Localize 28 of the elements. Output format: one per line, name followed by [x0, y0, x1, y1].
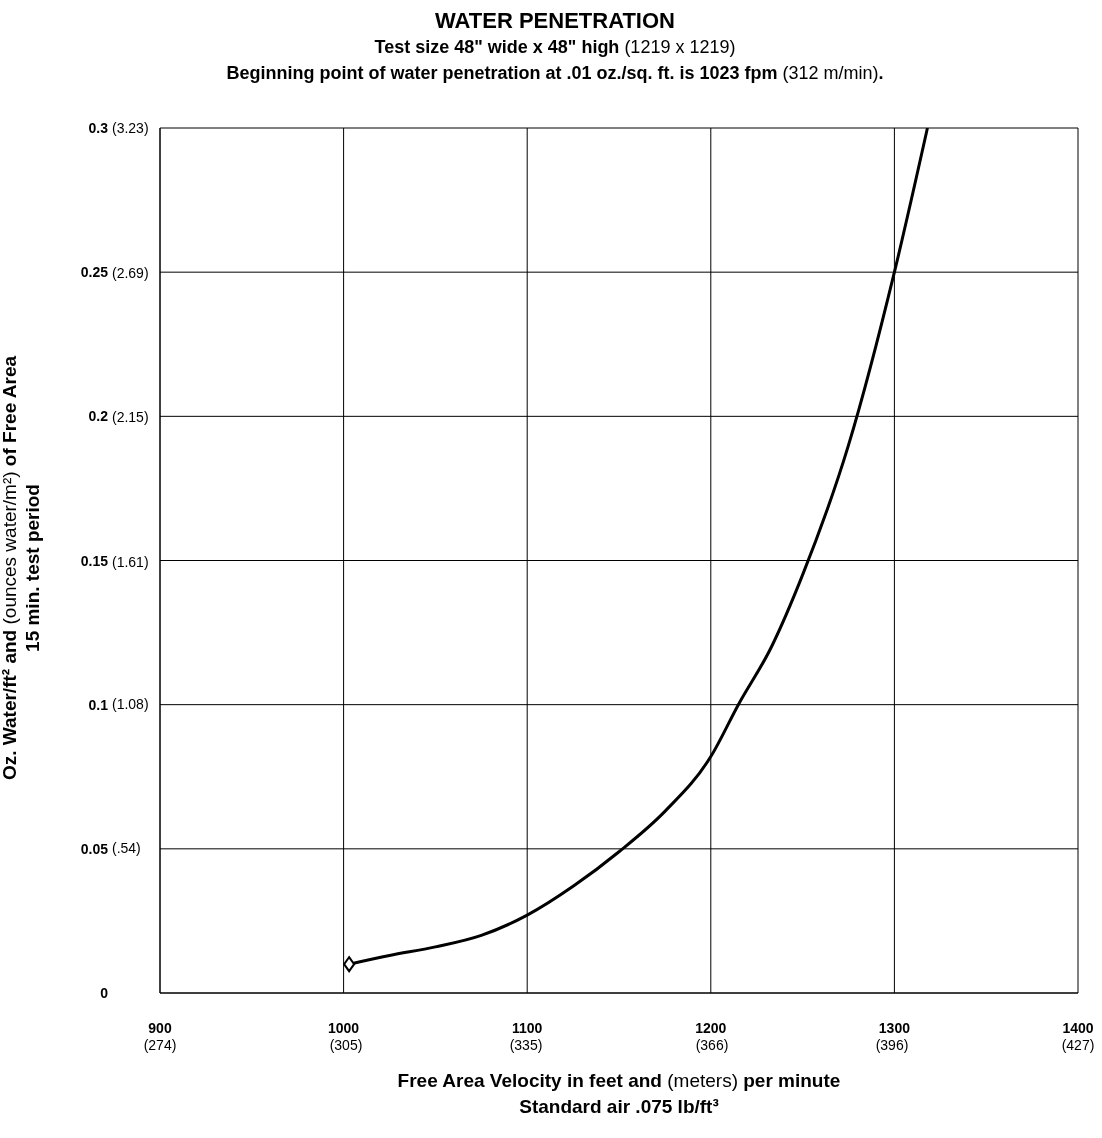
y2-tick-label: (2.15) [112, 409, 149, 426]
y-tick-label: 0.25 [80, 264, 109, 281]
x-tick-label: 1300 [878, 1020, 911, 1036]
y-tick-label: 0.1 [88, 696, 109, 713]
x-tick-label: 1100 [512, 1020, 543, 1036]
y-tick-label: 0 [100, 985, 109, 1001]
y2-tick-label: (1.08) [112, 695, 149, 712]
y-tick-label: 0.15 [80, 552, 109, 569]
x2-tick-label: (305) [329, 1037, 363, 1053]
y2-tick-label: (.54) [112, 840, 141, 857]
x-tick-label: 1400 [1062, 1020, 1094, 1036]
y-tick-label: 0.2 [88, 408, 109, 425]
chart-subtitle: Test size 48" wide x 48" high (1219 x 1219) Beginning point of water penetration at .01 oz./sq. ft. is 1023 fpm (312 m/min). [226, 37, 884, 83]
x2-tick-label: (427) [1061, 1037, 1095, 1053]
x2-tick-label: (335) [509, 1037, 543, 1053]
y2-tick-label: (3.23) [112, 120, 149, 136]
text: Free Area Velocity in feet and (meters) per minute Standard air .075 lb/ft³ [397, 1070, 841, 1117]
chart-title: WATER PENETRATION [434, 8, 676, 34]
x-tick-label: 1200 [695, 1020, 727, 1036]
y-tick-label: 0.05 [80, 840, 109, 857]
x2-tick-label: (366) [695, 1037, 729, 1053]
x2-tick-label: (274) [143, 1037, 177, 1053]
x-tick-label: 1000 [328, 1020, 360, 1036]
y2-tick-label: (1.61) [112, 553, 149, 570]
y2-tick-label: (2.69) [112, 264, 149, 281]
x-tick-label: 900 [148, 1020, 172, 1036]
x2-tick-label: (396) [875, 1037, 909, 1053]
y-tick-label: 0.3 [88, 120, 109, 136]
